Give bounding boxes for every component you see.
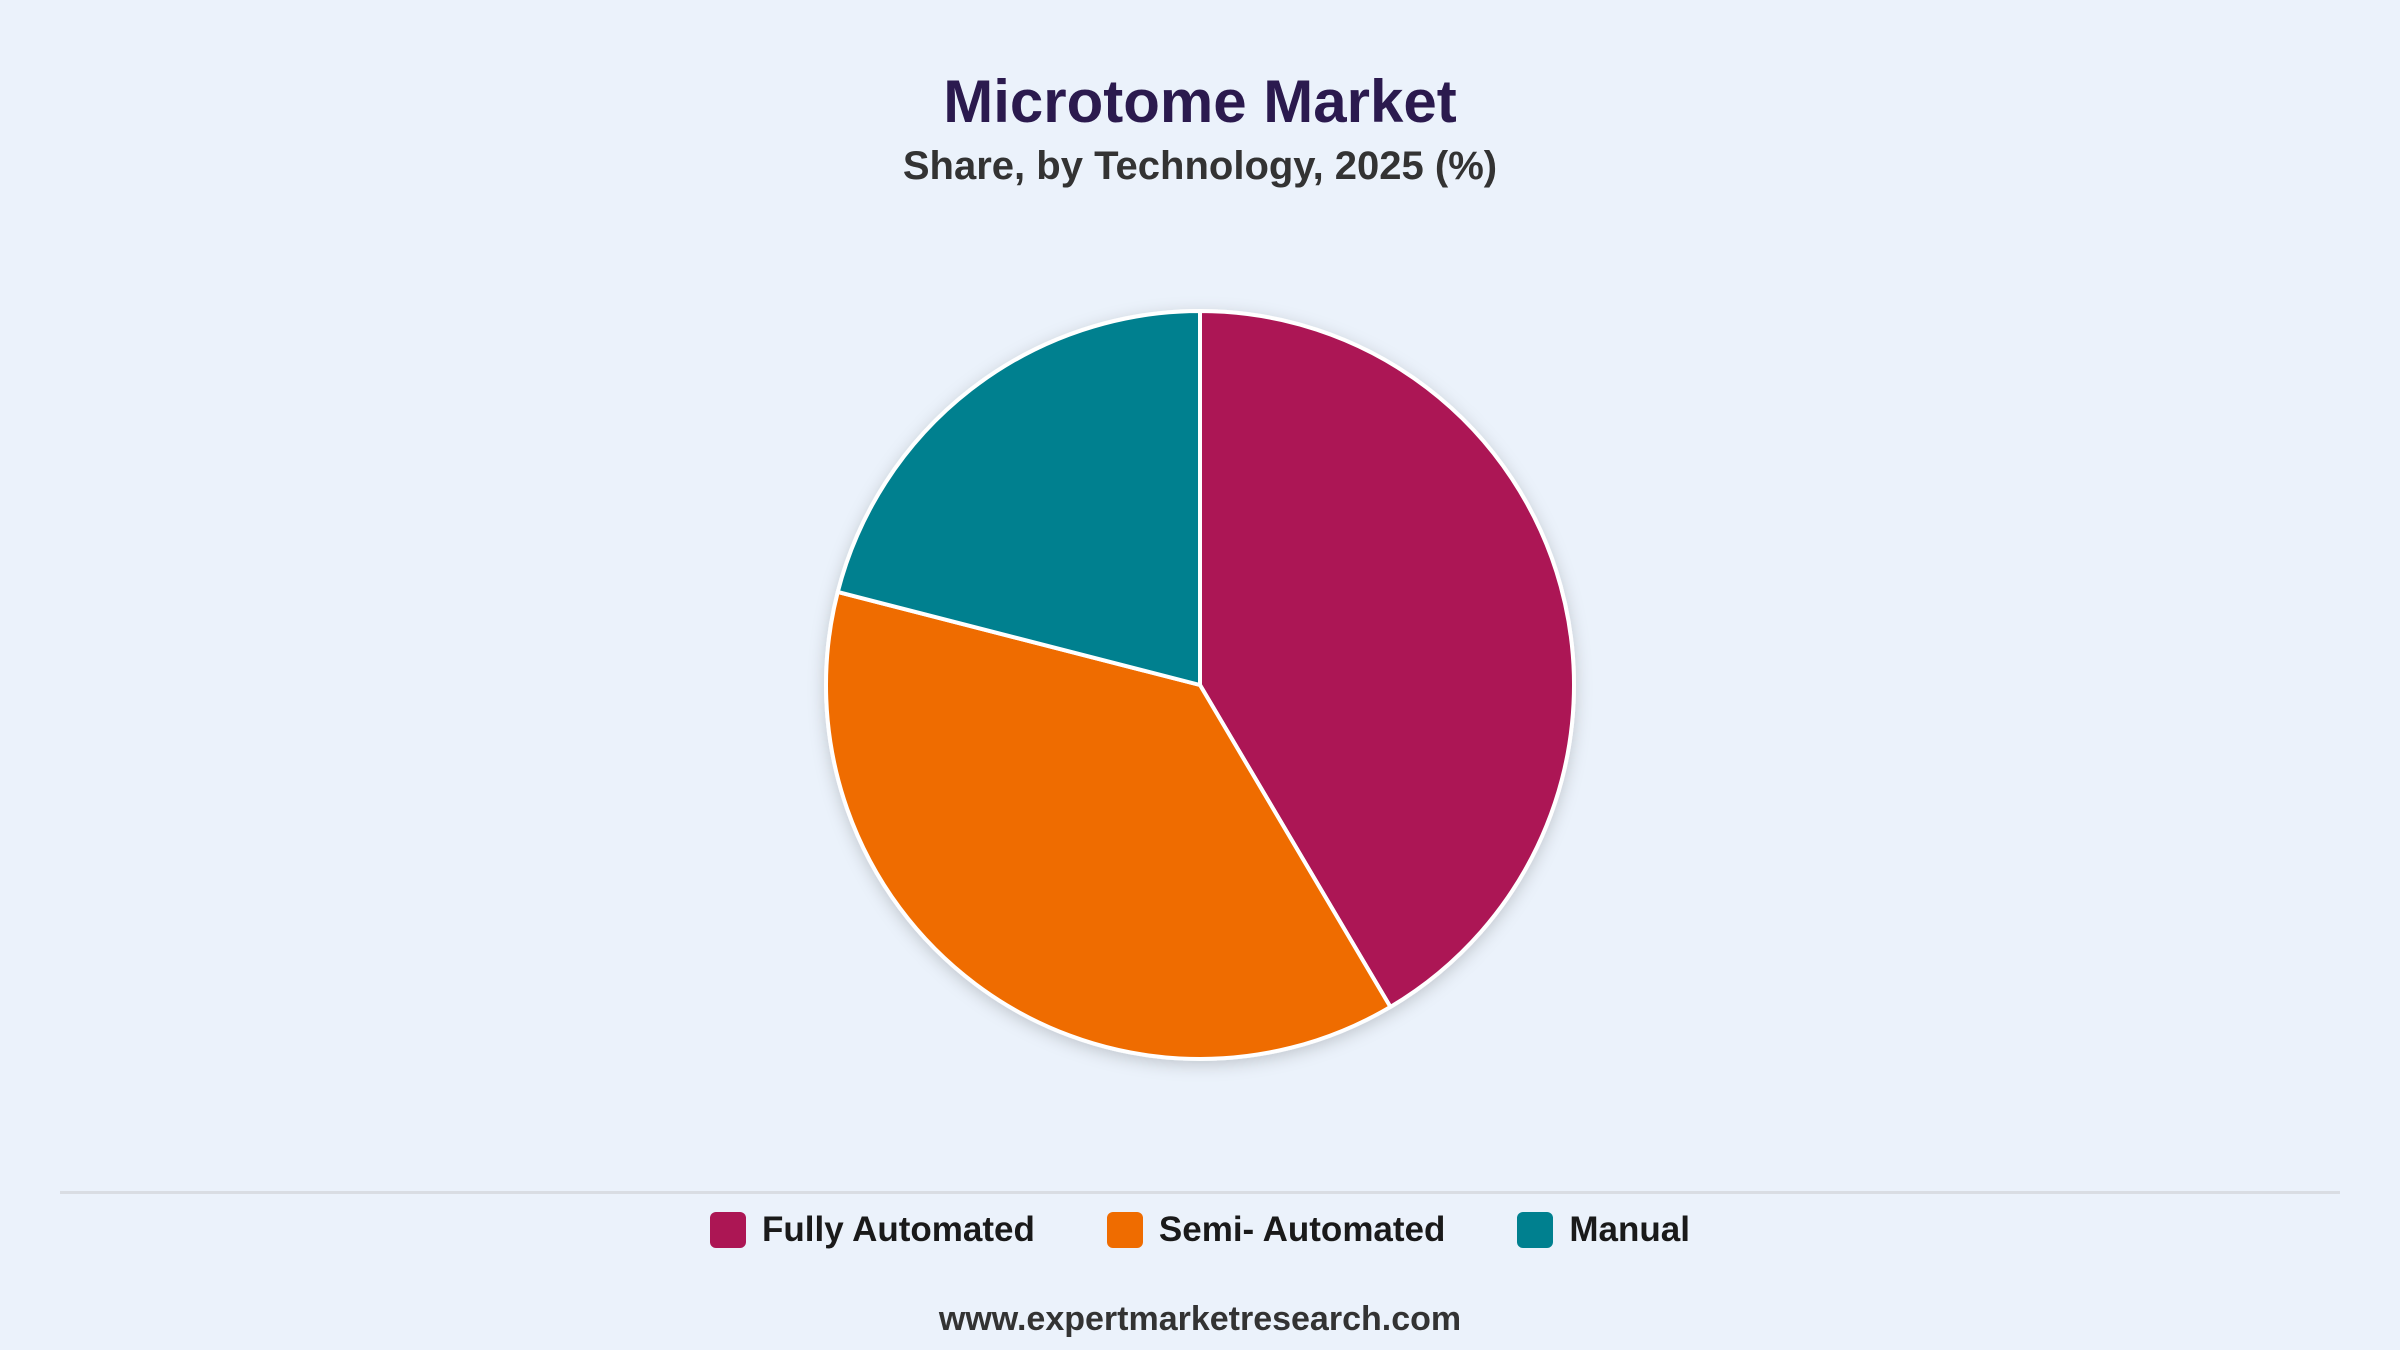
pie-slice-fully-automated xyxy=(1198,309,1576,1009)
legend-swatch xyxy=(1517,1212,1554,1248)
legend-swatch xyxy=(710,1212,747,1248)
legend-divider xyxy=(60,1191,2340,1194)
legend-item: Fully Automated xyxy=(710,1210,1035,1250)
pie-slice-manual xyxy=(835,309,1202,687)
chart-subtitle: Share, by Technology, 2025 (%) xyxy=(902,144,1498,188)
legend-label: Semi- Automated xyxy=(1158,1210,1446,1249)
source-url: www.expertmarketresearch.com xyxy=(938,1300,1462,1338)
legend-item: Semi- Automated xyxy=(1106,1210,1446,1250)
legend-swatch xyxy=(1106,1212,1143,1248)
chart-title: Microtome Market xyxy=(943,68,1457,135)
legend-label: Fully Automated xyxy=(762,1210,1035,1249)
legend-label: Manual xyxy=(1569,1210,1690,1249)
pie-slice-semi-automated xyxy=(824,589,1393,1061)
legend-item: Manual xyxy=(1517,1210,1690,1250)
chart-legend: Fully Automated Semi- Automated Manual xyxy=(0,1205,2400,1255)
